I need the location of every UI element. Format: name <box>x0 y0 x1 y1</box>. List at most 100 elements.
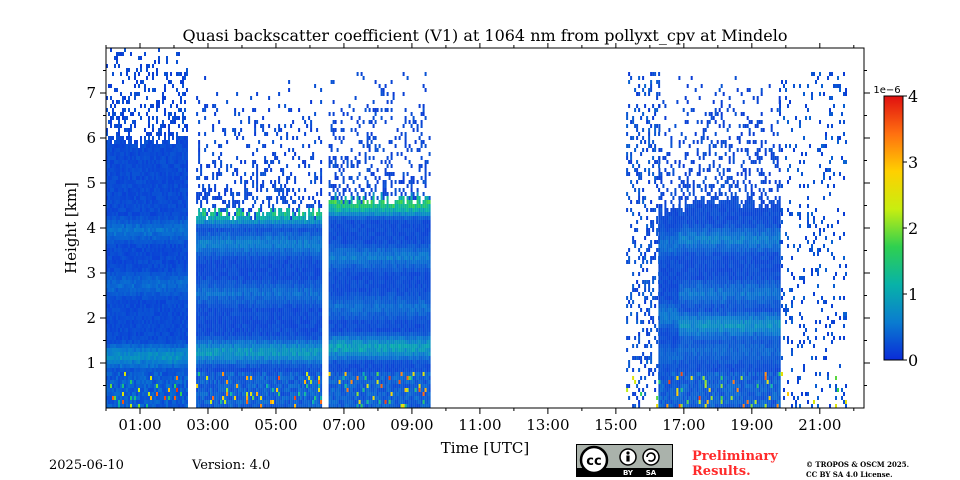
heatmap-cell <box>114 112 116 116</box>
heatmap-cell <box>228 212 231 216</box>
heatmap-cell <box>168 248 170 252</box>
heatmap-cell <box>210 228 213 232</box>
heatmap-cell <box>246 296 249 300</box>
heatmap-cell <box>266 244 269 248</box>
heatmap-cell <box>182 240 184 244</box>
heatmap-cell <box>196 284 199 288</box>
heatmap-cell <box>178 284 180 288</box>
heatmap-cell <box>164 188 166 192</box>
heatmap-cell <box>128 388 130 392</box>
heatmap-cell <box>210 356 213 360</box>
heatmap-cell <box>138 364 140 368</box>
heatmap-cell <box>118 300 120 304</box>
heatmap-cell <box>242 216 245 220</box>
heatmap-cell <box>128 404 130 408</box>
heatmap-cell <box>142 324 144 328</box>
heatmap-cell <box>176 400 178 404</box>
heatmap-cell <box>234 260 237 264</box>
heatmap-cell <box>184 244 186 248</box>
heatmap-cell <box>234 212 237 216</box>
heatmap-cell <box>120 216 122 220</box>
heatmap-cell <box>130 296 132 300</box>
heatmap-cell <box>112 244 114 248</box>
heatmap-cell <box>204 308 207 312</box>
heatmap-cell <box>234 292 237 296</box>
heatmap-cell <box>176 304 178 308</box>
heatmap-cell <box>186 312 188 316</box>
heatmap-cell <box>208 340 211 344</box>
heatmap-cell <box>144 280 146 284</box>
heatmap-cell <box>202 232 205 236</box>
heatmap-cell <box>230 288 233 292</box>
heatmap-cell <box>242 240 245 244</box>
heatmap-cell <box>116 208 118 212</box>
heatmap-cell <box>252 152 255 156</box>
heatmap-cell <box>154 312 156 316</box>
heatmap-cell <box>230 164 233 168</box>
heatmap-cell <box>208 232 211 236</box>
heatmap-cell <box>138 380 140 384</box>
heatmap-cell <box>222 288 225 292</box>
heatmap-cell <box>122 208 124 212</box>
heatmap-cell <box>106 176 108 180</box>
heatmap-cell <box>146 224 148 228</box>
heatmap-cell <box>208 164 211 168</box>
heatmap-cell <box>174 116 176 120</box>
heatmap-cell <box>142 244 144 248</box>
heatmap-cell <box>224 332 227 336</box>
heatmap-cell <box>252 372 255 376</box>
heatmap-cell <box>262 260 265 264</box>
heatmap-cell <box>150 368 152 372</box>
heatmap-cell <box>116 100 118 104</box>
heatmap-cell <box>134 244 136 248</box>
heatmap-cell <box>148 160 150 164</box>
heatmap-cell <box>110 360 112 364</box>
heatmap-cell <box>178 380 180 384</box>
heatmap-cell <box>236 260 239 264</box>
heatmap-cell <box>180 384 182 388</box>
heatmap-cell <box>252 320 255 324</box>
heatmap-cell <box>214 268 217 272</box>
heatmap-cell <box>254 336 257 340</box>
heatmap-cell <box>254 284 257 288</box>
heatmap-cell <box>116 364 118 368</box>
heatmap-cell <box>128 332 130 336</box>
heatmap-cell <box>170 324 172 328</box>
heatmap-cell <box>220 368 223 372</box>
heatmap-cell <box>238 132 241 136</box>
heatmap-cell <box>160 192 162 196</box>
heatmap-cell <box>128 236 130 240</box>
heatmap-cell <box>182 312 184 316</box>
heatmap-cell <box>164 356 166 360</box>
heatmap-cell <box>124 180 126 184</box>
heatmap-cell <box>178 180 180 184</box>
heatmap-cell <box>176 148 178 152</box>
heatmap-cell <box>184 116 186 120</box>
heatmap-cell <box>242 284 245 288</box>
heatmap-cell <box>122 284 124 288</box>
heatmap-cell <box>184 384 186 388</box>
heatmap-cell <box>110 180 112 184</box>
heatmap-cell <box>170 344 172 348</box>
heatmap-cell <box>176 284 178 288</box>
heatmap-cell <box>110 208 112 212</box>
heatmap-cell <box>244 188 247 192</box>
heatmap-cell <box>142 364 144 368</box>
heatmap-cell <box>178 316 180 320</box>
heatmap-cell <box>254 328 257 332</box>
heatmap-cell <box>154 188 156 192</box>
heatmap-cell <box>140 264 142 268</box>
heatmap-cell <box>258 140 261 144</box>
heatmap-cell <box>138 308 140 312</box>
heatmap-cell <box>184 108 186 112</box>
heatmap-cell <box>248 400 251 404</box>
heatmap-cell <box>130 372 132 376</box>
heatmap-cell <box>222 388 225 392</box>
heatmap-cell <box>114 196 116 200</box>
heatmap-cell <box>178 344 180 348</box>
heatmap-cell <box>220 244 223 248</box>
heatmap-cell <box>162 268 164 272</box>
heatmap-cell <box>204 148 207 152</box>
heatmap-cell <box>166 192 168 196</box>
heatmap-cell <box>244 360 247 364</box>
